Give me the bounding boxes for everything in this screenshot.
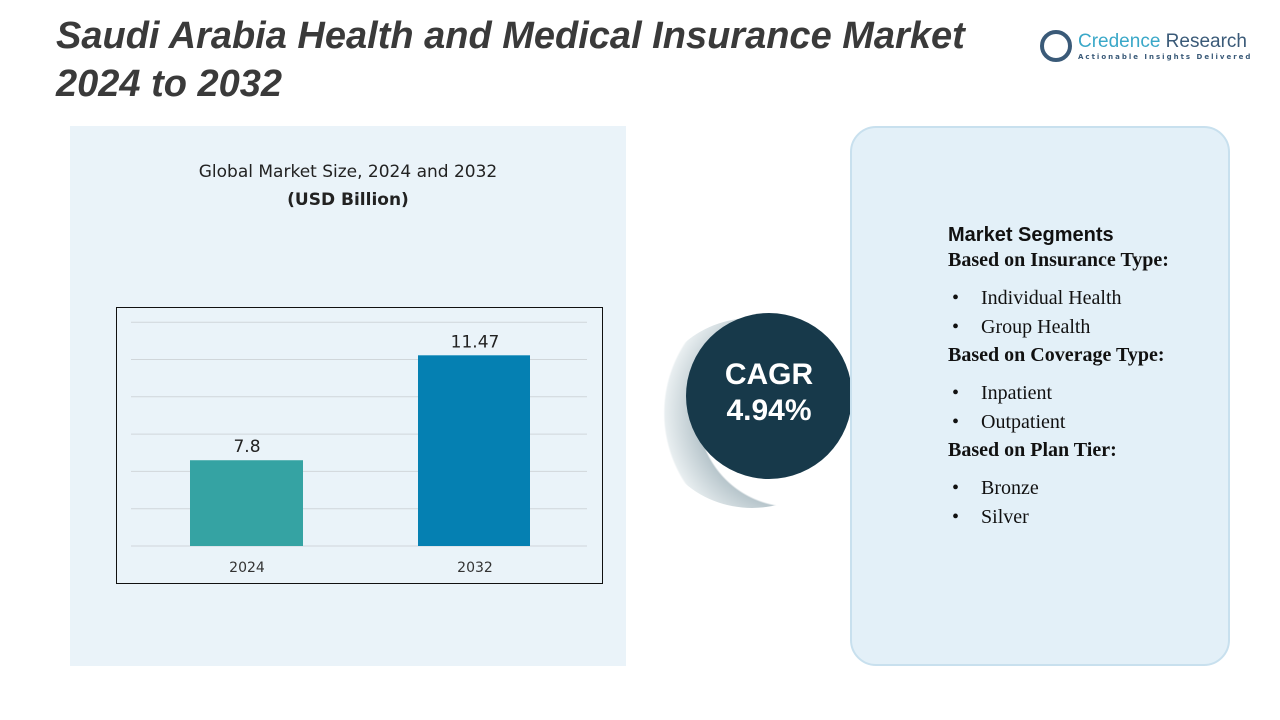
logo-name: Credence (1078, 31, 1161, 52)
segment-list: Individual HealthGroup Health (948, 284, 1169, 342)
segment-item: Group Health (952, 313, 1169, 342)
segment-item: Bronze (952, 474, 1169, 503)
page-title: Saudi Arabia Health and Medical Insuranc… (56, 15, 965, 105)
cagr-value: 4.94% (726, 394, 812, 427)
x-tick-label: 2024 (229, 560, 265, 576)
segment-item: Inpatient (952, 379, 1169, 408)
segment-item: Silver (952, 503, 1169, 532)
segment-group-title: Based on Coverage Type: (948, 344, 1165, 366)
segment-item: Individual Health (952, 284, 1169, 313)
data-label: 7.8 (233, 437, 260, 457)
data-label: 11.47 (451, 332, 500, 352)
logo-tagline: Actionable Insights Delivered (1078, 53, 1253, 61)
chart-subtitle: (USD Billion) (287, 190, 409, 210)
logo-chart-icon (1040, 30, 1072, 62)
segment-group-title: Based on Insurance Type: (948, 249, 1169, 271)
x-tick-label: 2032 (457, 560, 493, 576)
bar-2032 (418, 355, 530, 546)
logo: Credence Research Actionable Insights De… (1040, 30, 1252, 62)
cagr-badge: CAGR 4.94% (686, 313, 852, 479)
segment-list: BronzeSilver (948, 474, 1169, 532)
bar-chart: 7.8 2024 11.47 2032 (116, 307, 603, 584)
segments-heading: Market Segments (948, 224, 1114, 246)
bar-chart-svg: 7.8 2024 11.47 2032 (131, 321, 587, 576)
bar-2024 (190, 460, 303, 546)
chart-panel: Global Market Size, 2024 and 2032 (USD B… (70, 126, 626, 666)
segment-item: Outpatient (952, 408, 1169, 437)
cagr-label: CAGR (724, 358, 814, 391)
segment-list: InpatientOutpatient (948, 379, 1169, 437)
logo-name-2: Research (1165, 31, 1247, 52)
chart-title: Global Market Size, 2024 and 2032 (198, 162, 498, 182)
segments-panel: Market Segments Based on Insurance Type:… (850, 126, 1230, 666)
segment-group-title: Based on Plan Tier: (948, 439, 1117, 461)
